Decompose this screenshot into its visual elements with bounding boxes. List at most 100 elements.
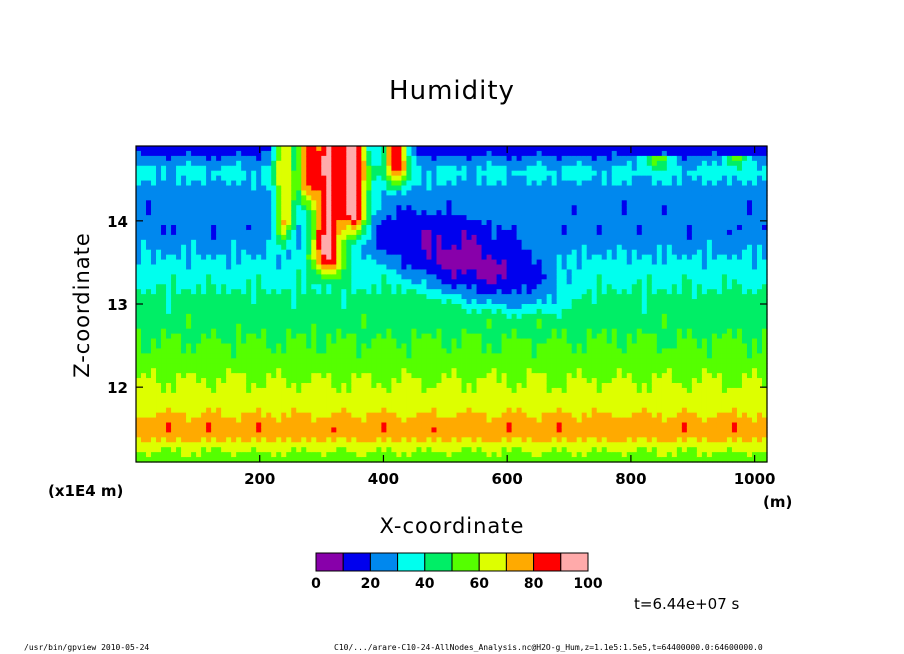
heatmap-cell	[136, 205, 142, 211]
heatmap-cell	[246, 249, 252, 256]
heatmap-cell	[491, 269, 498, 275]
heatmap-cell	[271, 343, 277, 350]
heatmap-cell	[456, 269, 463, 275]
heatmap-cell	[216, 234, 222, 241]
heatmap-cell	[446, 294, 453, 300]
heatmap-cell	[236, 373, 242, 379]
heatmap-cell	[511, 452, 518, 458]
heatmap-cell	[196, 150, 202, 157]
heatmap-cell	[426, 318, 433, 325]
heatmap-cell	[286, 358, 292, 364]
heatmap-cell	[206, 239, 212, 246]
heatmap-cell	[481, 269, 488, 275]
heatmap-cell	[466, 358, 473, 364]
heatmap-cell	[466, 447, 473, 453]
heatmap-cell	[226, 412, 232, 419]
heatmap-cell	[386, 304, 393, 310]
heatmap-cell	[291, 368, 297, 374]
heatmap-cell	[396, 323, 403, 330]
heatmap-cell	[426, 383, 433, 389]
heatmap-cell	[511, 175, 518, 182]
heatmap-cell	[281, 294, 287, 300]
heatmap-cell	[466, 299, 473, 305]
heatmap-cell	[221, 313, 227, 320]
heatmap-cell	[491, 294, 498, 300]
heatmap-cell	[516, 259, 523, 266]
heatmap-cell	[246, 294, 252, 300]
heatmap-cell	[426, 328, 433, 335]
heatmap-cell	[141, 264, 147, 271]
heatmap-cell	[411, 160, 418, 167]
heatmap-cell	[181, 313, 187, 320]
heatmap-cell	[321, 358, 327, 364]
heatmap-cell	[386, 220, 393, 226]
heatmap-cell	[371, 294, 377, 300]
heatmap-cell	[426, 254, 433, 261]
heatmap-cell	[326, 200, 332, 206]
heatmap-cell	[261, 407, 267, 414]
heatmap-cell	[176, 308, 182, 315]
heatmap-cell	[401, 318, 408, 325]
heatmap-cell	[301, 402, 307, 409]
heatmap-cell	[456, 373, 463, 379]
heatmap-cell	[291, 412, 297, 419]
heatmap-cell	[316, 195, 322, 201]
heatmap-cell	[236, 323, 242, 330]
heatmap-cell	[486, 215, 493, 221]
heatmap-cell	[301, 225, 307, 231]
heatmap-cell	[261, 387, 267, 394]
heatmap-cell	[146, 279, 152, 285]
heatmap-cell	[341, 427, 347, 433]
heatmap-cell	[386, 289, 393, 295]
heatmap-cell	[306, 397, 312, 404]
heatmap-cell	[436, 190, 443, 196]
heatmap-cell	[506, 402, 513, 409]
heatmap-cell	[381, 289, 387, 295]
heatmap-cell	[151, 165, 157, 172]
heatmap-cell	[331, 338, 337, 345]
heatmap-cell	[246, 185, 252, 192]
heatmap-cell	[251, 348, 257, 354]
heatmap-cell	[316, 412, 322, 419]
heatmap-cell	[136, 422, 142, 429]
heatmap-cell	[436, 205, 443, 211]
heatmap-cell	[251, 417, 257, 424]
heatmap-cell	[311, 442, 317, 448]
heatmap-cell	[336, 323, 342, 330]
heatmap-cell	[281, 397, 287, 404]
heatmap-cell	[426, 185, 433, 192]
heatmap-cell	[461, 279, 468, 285]
heatmap-cell	[456, 308, 463, 315]
heatmap-cell	[181, 437, 187, 443]
heatmap-cell	[461, 284, 468, 290]
heatmap-cell	[506, 155, 513, 162]
heatmap-cell	[246, 387, 252, 394]
heatmap-cell	[156, 269, 162, 275]
heatmap-cell	[291, 215, 297, 221]
heatmap-cell	[426, 259, 433, 266]
heatmap-cell	[346, 348, 352, 354]
heatmap-cell	[196, 313, 202, 320]
heatmap-cell	[486, 387, 493, 394]
heatmap-cell	[141, 165, 147, 172]
heatmap-cell	[301, 308, 307, 315]
heatmap-cell	[286, 264, 292, 271]
heatmap-cell	[396, 200, 403, 206]
heatmap-cell	[306, 427, 312, 433]
heatmap-cell	[271, 146, 277, 152]
heatmap-cell	[371, 274, 377, 280]
heatmap-cell	[356, 437, 362, 443]
heatmap-cell	[446, 304, 453, 310]
heatmap-cell	[401, 200, 408, 206]
heatmap-cell	[291, 452, 297, 458]
heatmap-cell	[136, 185, 142, 192]
heatmap-cell	[521, 412, 528, 419]
heatmap-cell	[296, 155, 302, 162]
heatmap-cell	[211, 264, 217, 271]
heatmap-cell	[241, 378, 247, 384]
heatmap-cell	[246, 239, 252, 246]
heatmap-cell	[436, 323, 443, 330]
heatmap-cell	[361, 447, 367, 453]
heatmap-cell	[151, 274, 157, 280]
heatmap-cell	[336, 304, 342, 310]
